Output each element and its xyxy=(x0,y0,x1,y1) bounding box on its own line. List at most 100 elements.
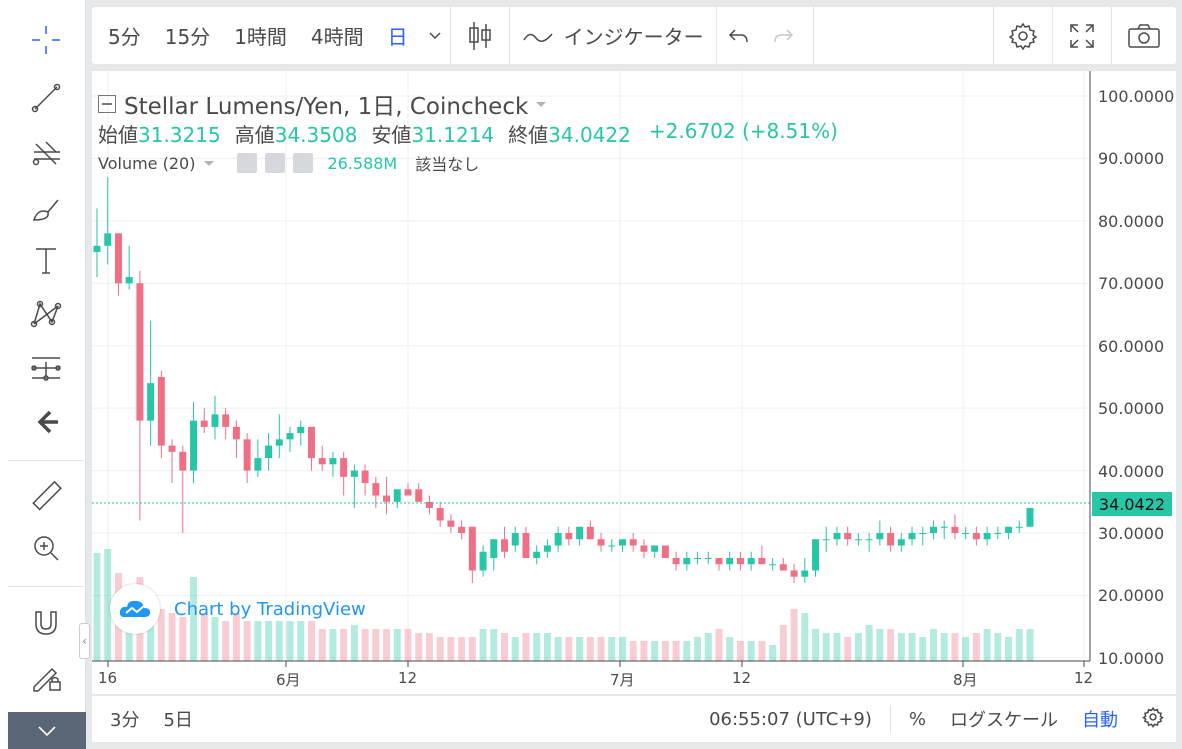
volume-value: 26.588M xyxy=(327,153,398,173)
time-tick-label: 12 xyxy=(1074,669,1094,687)
open-value: 31.3215 xyxy=(138,123,221,147)
close-group: 終値34.0422 xyxy=(508,119,631,148)
candle-body xyxy=(383,495,391,502)
volume-bar xyxy=(190,577,198,661)
volume-bar xyxy=(822,633,830,661)
caret-down-icon[interactable] xyxy=(203,159,215,167)
candle-body xyxy=(436,508,444,521)
magnet-icon[interactable] xyxy=(18,600,74,644)
range-3m[interactable]: 3分 xyxy=(110,710,140,731)
gear-icon[interactable] xyxy=(994,7,1052,64)
collapse-panel-button[interactable]: ‹ xyxy=(79,623,90,659)
candle-body xyxy=(522,533,530,558)
chevron-down-icon[interactable] xyxy=(420,7,450,64)
candle-body xyxy=(951,526,959,534)
interval-1d[interactable]: 日 xyxy=(387,25,408,49)
caret-down-icon[interactable] xyxy=(534,99,548,109)
volume-bar xyxy=(104,549,112,661)
auto-scale-toggle[interactable]: 自動 xyxy=(1082,710,1118,731)
lock-drawing-icon[interactable] xyxy=(18,655,74,699)
eye-icon[interactable] xyxy=(237,153,258,173)
volume-bar xyxy=(232,613,240,661)
candle-body xyxy=(533,551,541,558)
candle-body xyxy=(232,426,240,440)
candle-body xyxy=(179,451,187,471)
candle-body xyxy=(200,420,208,427)
close-icon[interactable] xyxy=(293,153,314,173)
open-group: 始値31.3215 xyxy=(98,119,221,148)
toolbar-divider xyxy=(8,586,84,587)
trend-line-icon[interactable] xyxy=(18,76,74,120)
candle-body xyxy=(672,557,680,565)
volume-bar xyxy=(200,613,208,661)
crosshair-icon[interactable] xyxy=(18,18,74,62)
open-label: 始値 xyxy=(98,123,138,147)
camera-icon[interactable] xyxy=(1112,7,1176,64)
price-tick-label: 50.0000 xyxy=(1098,399,1165,419)
pattern-icon[interactable] xyxy=(18,292,74,336)
candle-body xyxy=(501,539,509,552)
volume-bar xyxy=(222,621,230,661)
volume-bar xyxy=(865,625,873,661)
volume-bar xyxy=(854,633,862,661)
indicators-button[interactable]: インジケーター xyxy=(510,7,716,64)
candle-body xyxy=(983,533,991,540)
fullscreen-icon[interactable] xyxy=(1053,7,1111,64)
volume-bar xyxy=(361,629,369,661)
price-tick-label: 60.0000 xyxy=(1098,336,1165,356)
interval-1h[interactable]: 1時間 xyxy=(234,25,287,49)
volume-bar xyxy=(265,621,273,661)
volume-bar xyxy=(307,621,315,661)
toolbar-divider xyxy=(1052,7,1053,64)
volume-bar xyxy=(683,641,691,661)
chart-panel[interactable]: Stellar Lumens/Yen, 1日, Coincheck 始値31.3… xyxy=(79,71,1176,694)
volume-bars xyxy=(93,549,1034,661)
interval-5m[interactable]: 5分 xyxy=(108,25,141,49)
text-icon[interactable] xyxy=(18,238,74,282)
log-scale-toggle[interactable]: ログスケール xyxy=(950,710,1058,731)
volume-bar xyxy=(340,629,348,661)
volume-bar xyxy=(833,633,841,661)
volume-bar xyxy=(1005,637,1013,661)
time-tick-label: 12 xyxy=(398,669,418,687)
gear-icon[interactable] xyxy=(265,153,286,173)
volume-bar xyxy=(254,621,262,661)
volume-bar xyxy=(275,621,283,661)
symbol-title[interactable]: Stellar Lumens/Yen, 1日, Coincheck xyxy=(124,94,529,120)
chevron-down-icon[interactable] xyxy=(8,712,86,749)
candle-body xyxy=(425,501,433,509)
interval-4h[interactable]: 4時間 xyxy=(310,25,364,49)
price-tick-label: 80.0000 xyxy=(1098,211,1165,231)
ruler-icon[interactable] xyxy=(18,474,74,518)
close-value: 34.0422 xyxy=(548,123,631,147)
percent-toggle[interactable]: % xyxy=(908,708,926,730)
candle-body xyxy=(136,283,144,421)
interval-15m[interactable]: 15分 xyxy=(164,25,211,49)
candle-body xyxy=(415,489,423,502)
gear-icon[interactable] xyxy=(1130,706,1176,733)
toolbar-divider xyxy=(449,7,451,64)
brush-icon[interactable] xyxy=(18,188,74,232)
prediction-icon[interactable] xyxy=(18,346,74,390)
collapse-legend-icon[interactable] xyxy=(98,95,116,113)
fib-retracement-icon[interactable] xyxy=(18,130,74,174)
price-chart[interactable] xyxy=(92,71,1176,694)
price-tick-label: 10.0000 xyxy=(1098,648,1165,668)
zoom-in-icon[interactable] xyxy=(18,526,74,570)
candlestick-icon[interactable] xyxy=(451,7,509,64)
clock-time[interactable]: 06:55:07 (UTC+9) xyxy=(709,708,872,730)
candle-body xyxy=(769,564,777,566)
tradingview-watermark[interactable]: Chart by TradingView xyxy=(110,584,366,634)
back-arrow-icon[interactable] xyxy=(18,400,74,444)
candle-body xyxy=(254,458,262,471)
redo-icon[interactable] xyxy=(761,7,805,64)
volume-title[interactable]: Volume (20) xyxy=(98,153,196,173)
candle-body xyxy=(93,245,101,253)
candle-body xyxy=(640,545,648,552)
range-5d[interactable]: 5日 xyxy=(163,710,193,731)
undo-icon[interactable] xyxy=(717,7,761,64)
volume-bar xyxy=(919,637,927,661)
indicators-label: インジケーター xyxy=(563,25,704,49)
volume-bar xyxy=(887,629,895,661)
volume-bar xyxy=(522,633,530,661)
